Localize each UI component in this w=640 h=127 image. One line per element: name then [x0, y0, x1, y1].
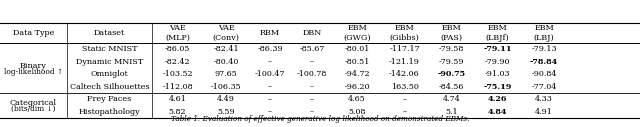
- Text: Histopathology: Histopathology: [79, 108, 140, 116]
- Text: -86.05: -86.05: [165, 45, 190, 53]
- Text: 4.49: 4.49: [217, 95, 235, 103]
- Text: -77.04: -77.04: [531, 83, 557, 91]
- Text: 4.33: 4.33: [535, 95, 553, 103]
- Text: 5.59: 5.59: [217, 108, 235, 116]
- Text: (bits/dim ↓): (bits/dim ↓): [12, 105, 56, 113]
- Text: -79.58: -79.58: [439, 45, 464, 53]
- Text: -79.11: -79.11: [483, 45, 512, 53]
- Text: 163.50: 163.50: [390, 83, 419, 91]
- Text: EBM
(Gibbs): EBM (Gibbs): [390, 24, 419, 42]
- Text: -82.42: -82.42: [164, 58, 190, 66]
- Text: Table 1: Evaluation of effective generative log-likelihood on demonstrated EBMs.: Table 1: Evaluation of effective generat…: [171, 115, 469, 123]
- Text: –: –: [403, 108, 406, 116]
- Text: 4.26: 4.26: [488, 95, 507, 103]
- Text: -80.51: -80.51: [344, 58, 370, 66]
- Text: -80.01: -80.01: [344, 45, 370, 53]
- Text: –: –: [403, 95, 406, 103]
- Text: -106.35: -106.35: [211, 83, 241, 91]
- Text: Omniglot: Omniglot: [91, 70, 129, 78]
- Text: Static MNIST: Static MNIST: [82, 45, 137, 53]
- Text: 4.91: 4.91: [535, 108, 553, 116]
- Text: Binary: Binary: [20, 61, 47, 69]
- Text: -79.13: -79.13: [531, 45, 557, 53]
- Text: -91.03: -91.03: [484, 70, 510, 78]
- Text: –: –: [268, 95, 272, 103]
- Text: -112.08: -112.08: [162, 83, 193, 91]
- Text: EBM
(GWG): EBM (GWG): [343, 24, 371, 42]
- Text: –: –: [310, 83, 314, 91]
- Text: RBM: RBM: [260, 29, 280, 37]
- Text: 4.74: 4.74: [443, 95, 460, 103]
- Text: -85.67: -85.67: [300, 45, 324, 53]
- Text: Categorical: Categorical: [10, 99, 57, 107]
- Text: Data Type: Data Type: [13, 29, 54, 37]
- Text: Dataset: Dataset: [94, 29, 125, 37]
- Text: VAE
(MLP): VAE (MLP): [165, 24, 190, 42]
- Text: -82.41: -82.41: [213, 45, 239, 53]
- Text: -117.17: -117.17: [389, 45, 420, 53]
- Text: EBM
(PAS): EBM (PAS): [440, 24, 463, 42]
- Text: –: –: [268, 108, 272, 116]
- Text: -84.56: -84.56: [439, 83, 464, 91]
- Text: Dynamic MNIST: Dynamic MNIST: [76, 58, 143, 66]
- Text: -94.72: -94.72: [344, 70, 370, 78]
- Text: –: –: [310, 95, 314, 103]
- Text: -100.78: -100.78: [297, 70, 327, 78]
- Text: -121.19: -121.19: [389, 58, 420, 66]
- Text: -90.75: -90.75: [437, 70, 465, 78]
- Text: 5.82: 5.82: [169, 108, 186, 116]
- Text: -100.47: -100.47: [255, 70, 285, 78]
- Text: 4.84: 4.84: [488, 108, 508, 116]
- Text: 5.08: 5.08: [348, 108, 365, 116]
- Text: 97.65: 97.65: [214, 70, 237, 78]
- Text: -79.90: -79.90: [484, 58, 510, 66]
- Text: 4.65: 4.65: [348, 95, 366, 103]
- Text: 4.61: 4.61: [168, 95, 186, 103]
- Text: -79.59: -79.59: [439, 58, 464, 66]
- Text: –: –: [310, 58, 314, 66]
- Text: EBM
(LBJf): EBM (LBJf): [486, 24, 509, 42]
- Text: -86.39: -86.39: [257, 45, 283, 53]
- Text: log-likelihood ↑: log-likelihood ↑: [4, 67, 63, 75]
- Text: -80.40: -80.40: [213, 58, 239, 66]
- Text: -90.84: -90.84: [531, 70, 557, 78]
- Text: EBM
(LBJ): EBM (LBJ): [534, 24, 554, 42]
- Text: VAE
(Conv): VAE (Conv): [212, 24, 239, 42]
- Text: -78.84: -78.84: [530, 58, 558, 66]
- Text: -96.20: -96.20: [344, 83, 370, 91]
- Text: 5.1: 5.1: [445, 108, 458, 116]
- Text: -142.06: -142.06: [389, 70, 420, 78]
- Text: DBN: DBN: [302, 29, 322, 37]
- Text: Frey Faces: Frey Faces: [88, 95, 132, 103]
- Text: -103.52: -103.52: [162, 70, 193, 78]
- Text: –: –: [310, 108, 314, 116]
- Text: –: –: [268, 83, 272, 91]
- Text: Caltech Silhouettes: Caltech Silhouettes: [70, 83, 149, 91]
- Text: –: –: [268, 58, 272, 66]
- Text: -75.19: -75.19: [483, 83, 512, 91]
